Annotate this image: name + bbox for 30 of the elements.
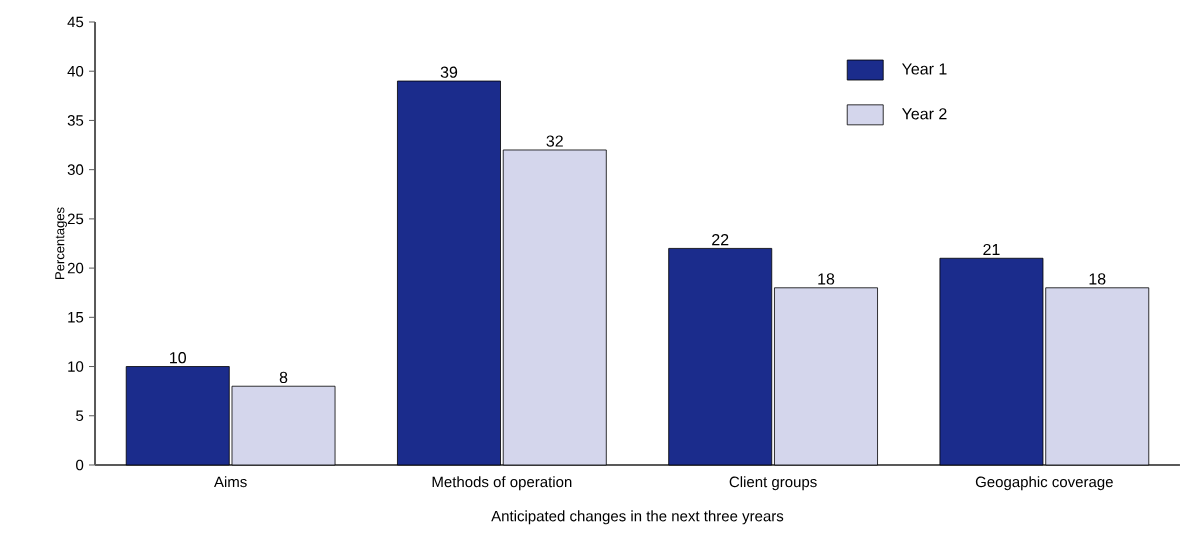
y-tick-label: 25 bbox=[67, 213, 84, 225]
y-tick-label: 20 bbox=[67, 262, 84, 274]
data-label: 18 bbox=[1089, 273, 1106, 285]
data-label: 21 bbox=[983, 243, 1000, 256]
data-label: 10 bbox=[170, 352, 186, 364]
x-tick-label: Methods of operation bbox=[432, 476, 572, 491]
x-tick-label: Aims bbox=[214, 476, 247, 488]
x-axis-title: Anticipated changes in the next three yrears bbox=[491, 510, 784, 525]
y-tick-label: 40 bbox=[67, 65, 84, 77]
bar bbox=[397, 80, 501, 466]
legend-label: Year 1 bbox=[901, 63, 947, 75]
y-tick-label: 5 bbox=[76, 410, 84, 421]
data-label: 18 bbox=[818, 273, 835, 285]
x-tick-label: Client groups bbox=[729, 476, 817, 491]
data-label: 22 bbox=[712, 234, 729, 246]
y-tick-label: 10 bbox=[68, 361, 84, 372]
y-tick-label: 30 bbox=[67, 164, 84, 175]
data-label: 39 bbox=[440, 66, 458, 78]
y-tick-label: 35 bbox=[67, 115, 84, 126]
bar bbox=[502, 149, 607, 466]
y-axis-title: Percentages bbox=[55, 207, 67, 279]
y-tick-label: 0 bbox=[76, 459, 84, 471]
bar bbox=[774, 287, 878, 466]
y-tick-label: 15 bbox=[68, 312, 84, 323]
data-label: 8 bbox=[279, 371, 288, 384]
data-label: 32 bbox=[546, 135, 563, 147]
bar bbox=[668, 248, 773, 466]
legend-label: Year 2 bbox=[901, 108, 947, 120]
y-tick-label: 45 bbox=[67, 16, 84, 28]
x-tick-label: Geogaphic coverage bbox=[975, 476, 1113, 491]
